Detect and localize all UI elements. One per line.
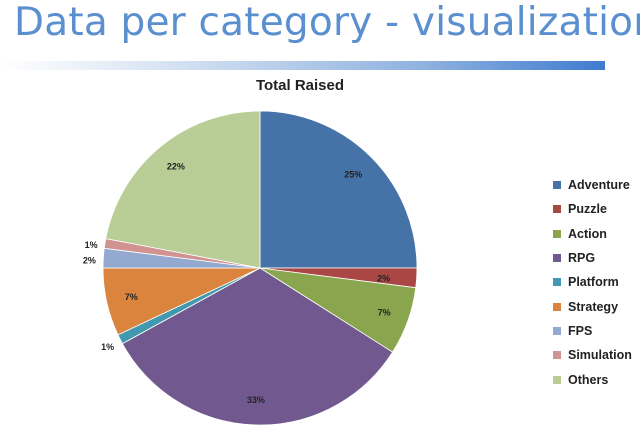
legend-label: RPG [568, 251, 596, 266]
legend-item-others: Others [553, 367, 632, 391]
legend-swatch [553, 254, 561, 263]
legend-label: Simulation [568, 348, 632, 363]
data-label-rpg: 33% [247, 395, 265, 405]
legend-swatch [553, 326, 561, 335]
legend-swatch [553, 302, 561, 311]
data-label-adventure: 25% [344, 170, 362, 180]
legend-item-puzzle: Puzzle [553, 197, 632, 221]
legend-item-adventure: Adventure [553, 173, 632, 197]
legend-swatch [553, 229, 561, 238]
legend-swatch [553, 205, 561, 214]
legend-item-rpg: RPG [553, 246, 632, 270]
chart-title: Total Raised [255, 77, 345, 94]
pie-slice-adventure [259, 110, 418, 269]
data-label-strategy: 7% [125, 292, 138, 302]
legend-label: Puzzle [568, 202, 607, 217]
pie-slice-rpg [121, 267, 394, 426]
slide-title: Data per category - visualization [14, 0, 640, 45]
legend-label: Strategy [568, 299, 619, 314]
legend-label: Others [568, 372, 609, 387]
data-label-simulation: 1% [85, 240, 98, 250]
data-label-platform: 1% [101, 342, 114, 352]
legend-item-fps: FPS [553, 319, 632, 343]
legend-swatch [553, 181, 561, 190]
legend-label: Action [568, 226, 607, 241]
legend-item-strategy: Strategy [553, 294, 632, 318]
legend-swatch [553, 375, 561, 384]
pie-slice-others [105, 110, 261, 269]
legend-item-simulation: Simulation [553, 343, 632, 367]
legend-swatch [553, 351, 561, 360]
legend-item-action: Action [553, 222, 632, 246]
legend-item-platform: Platform [553, 270, 632, 294]
data-label-puzzle: 2% [377, 273, 390, 283]
legend-label: Platform [568, 275, 619, 290]
chart-legend: Adventure Puzzle Action RPG Platform Strategy… [553, 173, 632, 392]
data-label-others: 22% [167, 161, 185, 171]
legend-swatch [553, 278, 561, 287]
legend-label: Adventure [568, 178, 630, 193]
data-label-fps: 2% [83, 256, 96, 266]
title-underline-bar [0, 61, 605, 70]
data-label-action: 7% [378, 308, 391, 318]
legend-label: FPS [568, 323, 593, 338]
